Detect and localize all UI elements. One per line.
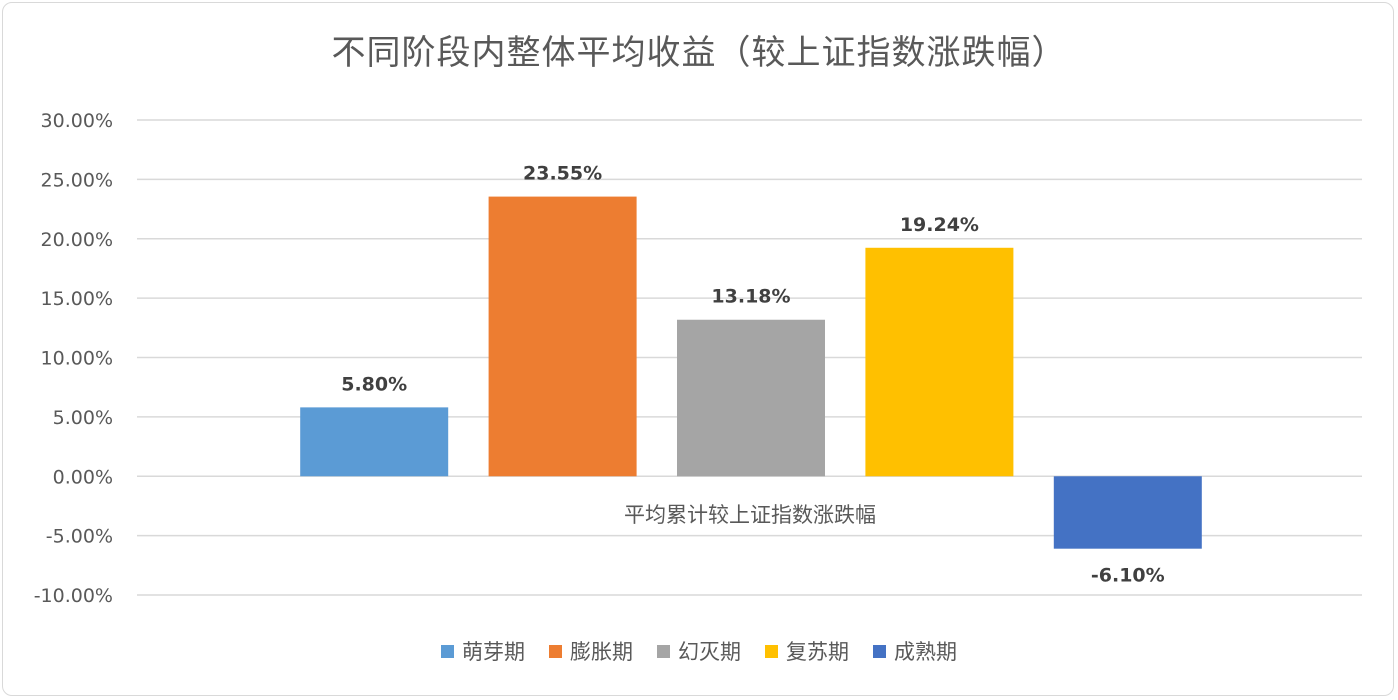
legend-swatch [441,644,454,658]
y-tick-label: 25.00% [41,169,113,191]
bar [677,319,825,477]
y-tick-label: 10.00% [41,348,113,370]
data-label: 5.80% [341,373,407,395]
chart-title: 不同阶段内整体平均收益（较上证指数涨跌幅） [331,33,1067,73]
data-label: 13.18% [711,286,790,308]
legend-item: 幻灭期 [657,636,741,666]
legend-swatch [765,644,778,658]
data-label: -6.10% [1091,565,1165,587]
legend-label: 萌芽期 [462,640,525,664]
y-tick-label: 15.00% [41,288,113,310]
bar [300,407,449,477]
legend-swatch [549,644,562,658]
y-tick-label: -10.00% [34,585,113,607]
y-tick-label: -5.00% [46,526,113,548]
legend-item: 萌芽期 [441,636,525,666]
legend-label: 膨胀期 [570,640,633,664]
legend-swatch [657,644,670,658]
legend-swatch [873,644,886,658]
data-label: 23.55% [523,163,602,185]
data-label: 19.24% [900,214,979,236]
bar [865,247,1014,477]
chart-legend: 萌芽期 膨胀期 幻灭期 复苏期 成熟期 [0,636,1398,666]
legend-label: 幻灭期 [678,640,741,664]
legend-label: 成熟期 [894,640,957,664]
y-tick-label: 30.00% [41,110,113,132]
legend-item: 膨胀期 [549,636,633,666]
legend-item: 成熟期 [873,636,957,666]
legend-label: 复苏期 [786,640,849,664]
y-tick-label: 20.00% [41,229,113,251]
y-tick-label: 5.00% [53,407,113,429]
legend-item: 复苏期 [765,636,849,666]
x-axis-title: 平均累计较上证指数涨跌幅 [624,503,876,527]
bar [488,196,637,477]
bar [1053,476,1202,549]
y-tick-label: 0.00% [53,466,113,488]
